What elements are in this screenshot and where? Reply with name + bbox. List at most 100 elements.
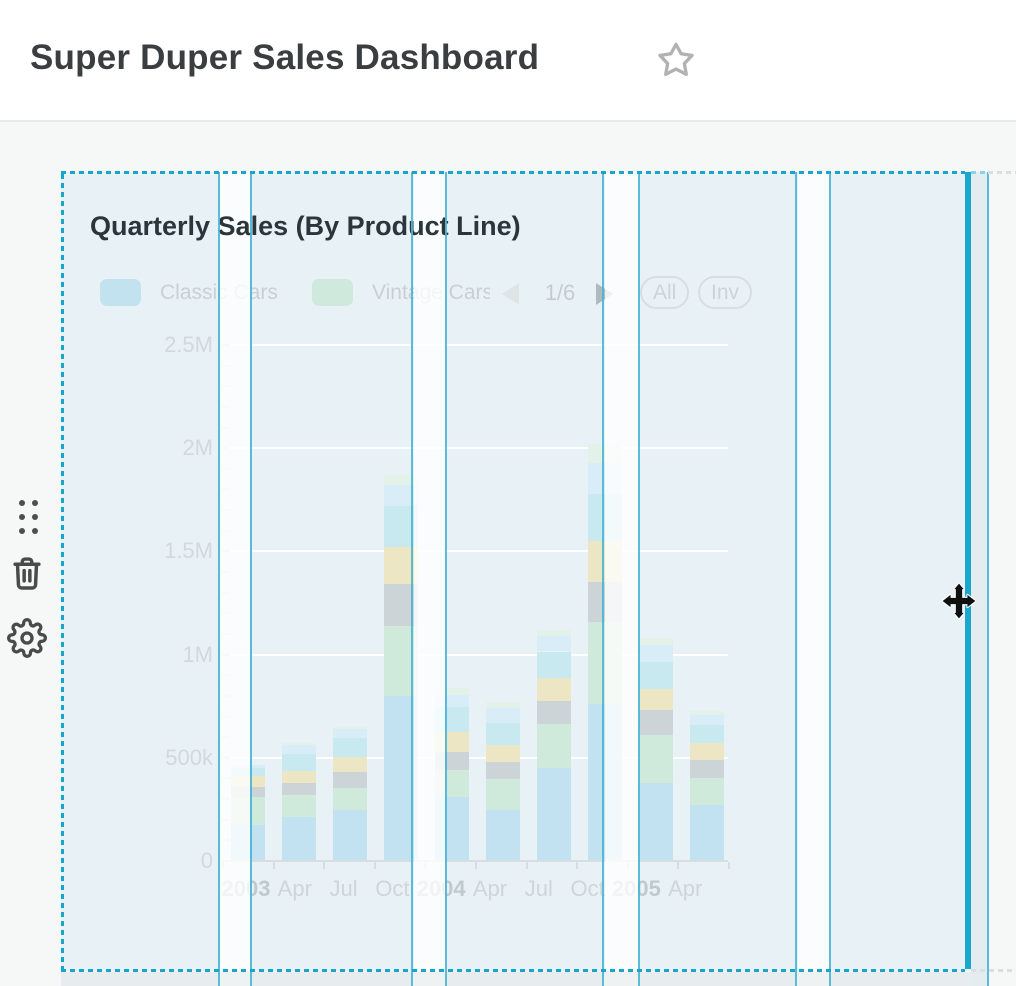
drag-dot-icon bbox=[18, 500, 25, 506]
grid-guide-line bbox=[829, 172, 831, 986]
grid-guide-line bbox=[795, 172, 797, 986]
grid-gutter bbox=[603, 971, 638, 986]
bar-segment-series-5-cyan bbox=[690, 724, 724, 744]
bar-segment-Vintage Cars bbox=[537, 723, 571, 769]
bar-segment-Classic Cars bbox=[282, 816, 316, 861]
bar-segment-Vintage Cars bbox=[333, 787, 367, 811]
legend-page-indicator: 1/6 bbox=[544, 280, 576, 305]
bar-segment-Vintage Cars bbox=[690, 778, 724, 806]
bar-segment-Classic Cars bbox=[486, 810, 520, 861]
drag-dot-icon bbox=[31, 528, 38, 534]
header-divider bbox=[0, 120, 1016, 122]
bar-segment-series-7-pale-green bbox=[333, 726, 367, 729]
bar-segment-series-7-pale-green bbox=[282, 743, 316, 746]
bar-segment-series-7-pale-green bbox=[639, 638, 673, 646]
bar-segment-Classic Cars bbox=[639, 782, 673, 861]
bar-segment-Vintage Cars bbox=[486, 779, 520, 811]
x-axis-tick bbox=[576, 862, 579, 869]
bar-segment-series-7-pale-green bbox=[486, 702, 520, 709]
x-axis-tick bbox=[272, 862, 275, 869]
grid-guide-line bbox=[637, 172, 640, 986]
bar-segment-series-5-cyan bbox=[486, 722, 520, 746]
drag-dot-icon bbox=[18, 528, 25, 534]
legend-swatch-vintage-cars[interactable] bbox=[312, 279, 353, 306]
bar-segment-series-6-pale-blue bbox=[537, 636, 571, 652]
widget-settings-button[interactable] bbox=[6, 616, 47, 665]
grid-gutter bbox=[220, 172, 250, 971]
legend-all-button[interactable]: All bbox=[640, 276, 690, 309]
x-axis-label: Apr bbox=[277, 876, 312, 901]
bar-segment-series-7-pale-green bbox=[690, 711, 724, 716]
trash-icon bbox=[13, 557, 41, 590]
bar-segment-series-6-pale-blue bbox=[690, 715, 724, 725]
y-axis-label: 2M bbox=[182, 435, 213, 461]
y-gridline bbox=[227, 756, 728, 759]
bar-segment-series-7-pale-green bbox=[435, 687, 469, 695]
bar-segment-series-5-cyan bbox=[282, 753, 316, 772]
bar-segment-Vintage Cars bbox=[282, 794, 316, 817]
bar-segment-series-6-pale-blue bbox=[639, 645, 673, 662]
selection-border-top-ext bbox=[988, 171, 1016, 174]
selection-border-left bbox=[61, 171, 64, 971]
y-gridline bbox=[227, 550, 728, 553]
chart-widget-quarterly-sales[interactable]: Quarterly Sales (By Product Line) Classi… bbox=[61, 172, 971, 971]
x-axis-label: Jul bbox=[524, 876, 553, 901]
grid-guide-line bbox=[411, 172, 413, 986]
x-axis-label: Apr bbox=[472, 876, 508, 901]
page-title: Super Duper Sales Dashboard bbox=[30, 38, 540, 77]
x-axis-line bbox=[222, 860, 728, 862]
selection-border-bottom-ext bbox=[971, 968, 1016, 972]
legend-inv-button[interactable]: Inv bbox=[698, 276, 753, 309]
widget-delete-button[interactable] bbox=[8, 551, 46, 600]
y-gridline bbox=[227, 653, 728, 656]
bar-segment-series-4-yellow bbox=[486, 745, 520, 762]
bar-segment-series-5-cyan bbox=[639, 661, 673, 689]
selection-border-bottom bbox=[61, 968, 965, 972]
legend-prev-arrow-icon[interactable] bbox=[502, 283, 519, 305]
move-cursor-icon bbox=[940, 582, 978, 625]
grid-guide-line bbox=[250, 172, 252, 986]
widget-drag-handle[interactable] bbox=[15, 496, 41, 538]
bar-segment-series-7-pale-green bbox=[384, 475, 418, 486]
bar-segment-series-6-pale-blue bbox=[333, 728, 367, 739]
bar-segment-Classic Cars bbox=[690, 805, 724, 861]
legend-swatch-classic-cars[interactable] bbox=[100, 279, 141, 306]
x-axis-label: Apr bbox=[668, 876, 703, 901]
y-gridline bbox=[227, 344, 728, 346]
grid-gutter bbox=[605, 172, 638, 971]
bar-segment-series-5-cyan bbox=[333, 738, 367, 757]
bar-segment-Classic Cars bbox=[537, 768, 571, 861]
grid-guide-line bbox=[986, 172, 989, 986]
x-axis-label: Oct bbox=[570, 876, 605, 901]
y-axis-label: 0 bbox=[200, 848, 213, 873]
x-axis-tick bbox=[525, 862, 528, 869]
gear-icon bbox=[6, 618, 47, 658]
grid-row-below bbox=[61, 971, 971, 986]
grid-gutter bbox=[798, 172, 829, 971]
widget-resize-handle[interactable] bbox=[965, 172, 971, 969]
bar-segment-series-4-yellow bbox=[639, 688, 673, 711]
bar-segment-series-6-pale-blue bbox=[486, 708, 520, 723]
x-axis-tick bbox=[677, 862, 680, 869]
grid-gutter bbox=[413, 172, 445, 971]
favorite-star-button[interactable] bbox=[656, 40, 696, 80]
bar-segment-series-7-pale-green bbox=[537, 629, 571, 637]
y-axis-label: 2.5M bbox=[164, 332, 213, 357]
drag-dot-icon bbox=[31, 514, 38, 520]
drag-dot-icon bbox=[18, 514, 25, 520]
y-axis-label: 1M bbox=[182, 641, 213, 667]
bar-segment-Classic Cars bbox=[333, 810, 367, 861]
bar-segment-series-3-gray bbox=[333, 772, 367, 788]
x-axis-label: Oct bbox=[375, 876, 410, 901]
bar-segment-series-4-yellow bbox=[537, 678, 571, 702]
bar-segment-series-4-yellow bbox=[690, 743, 724, 760]
bar-segment-series-3-gray bbox=[690, 759, 724, 779]
bar-segment-series-5-cyan bbox=[537, 651, 571, 679]
grid-gutter bbox=[219, 971, 251, 986]
x-axis-tick bbox=[475, 862, 477, 869]
bar-segment-Vintage Cars bbox=[639, 735, 673, 783]
x-axis-tick bbox=[323, 862, 326, 869]
selection-border-top bbox=[61, 171, 965, 174]
grid-gutter bbox=[796, 971, 830, 986]
bar-segment-series-3-gray bbox=[486, 761, 520, 780]
